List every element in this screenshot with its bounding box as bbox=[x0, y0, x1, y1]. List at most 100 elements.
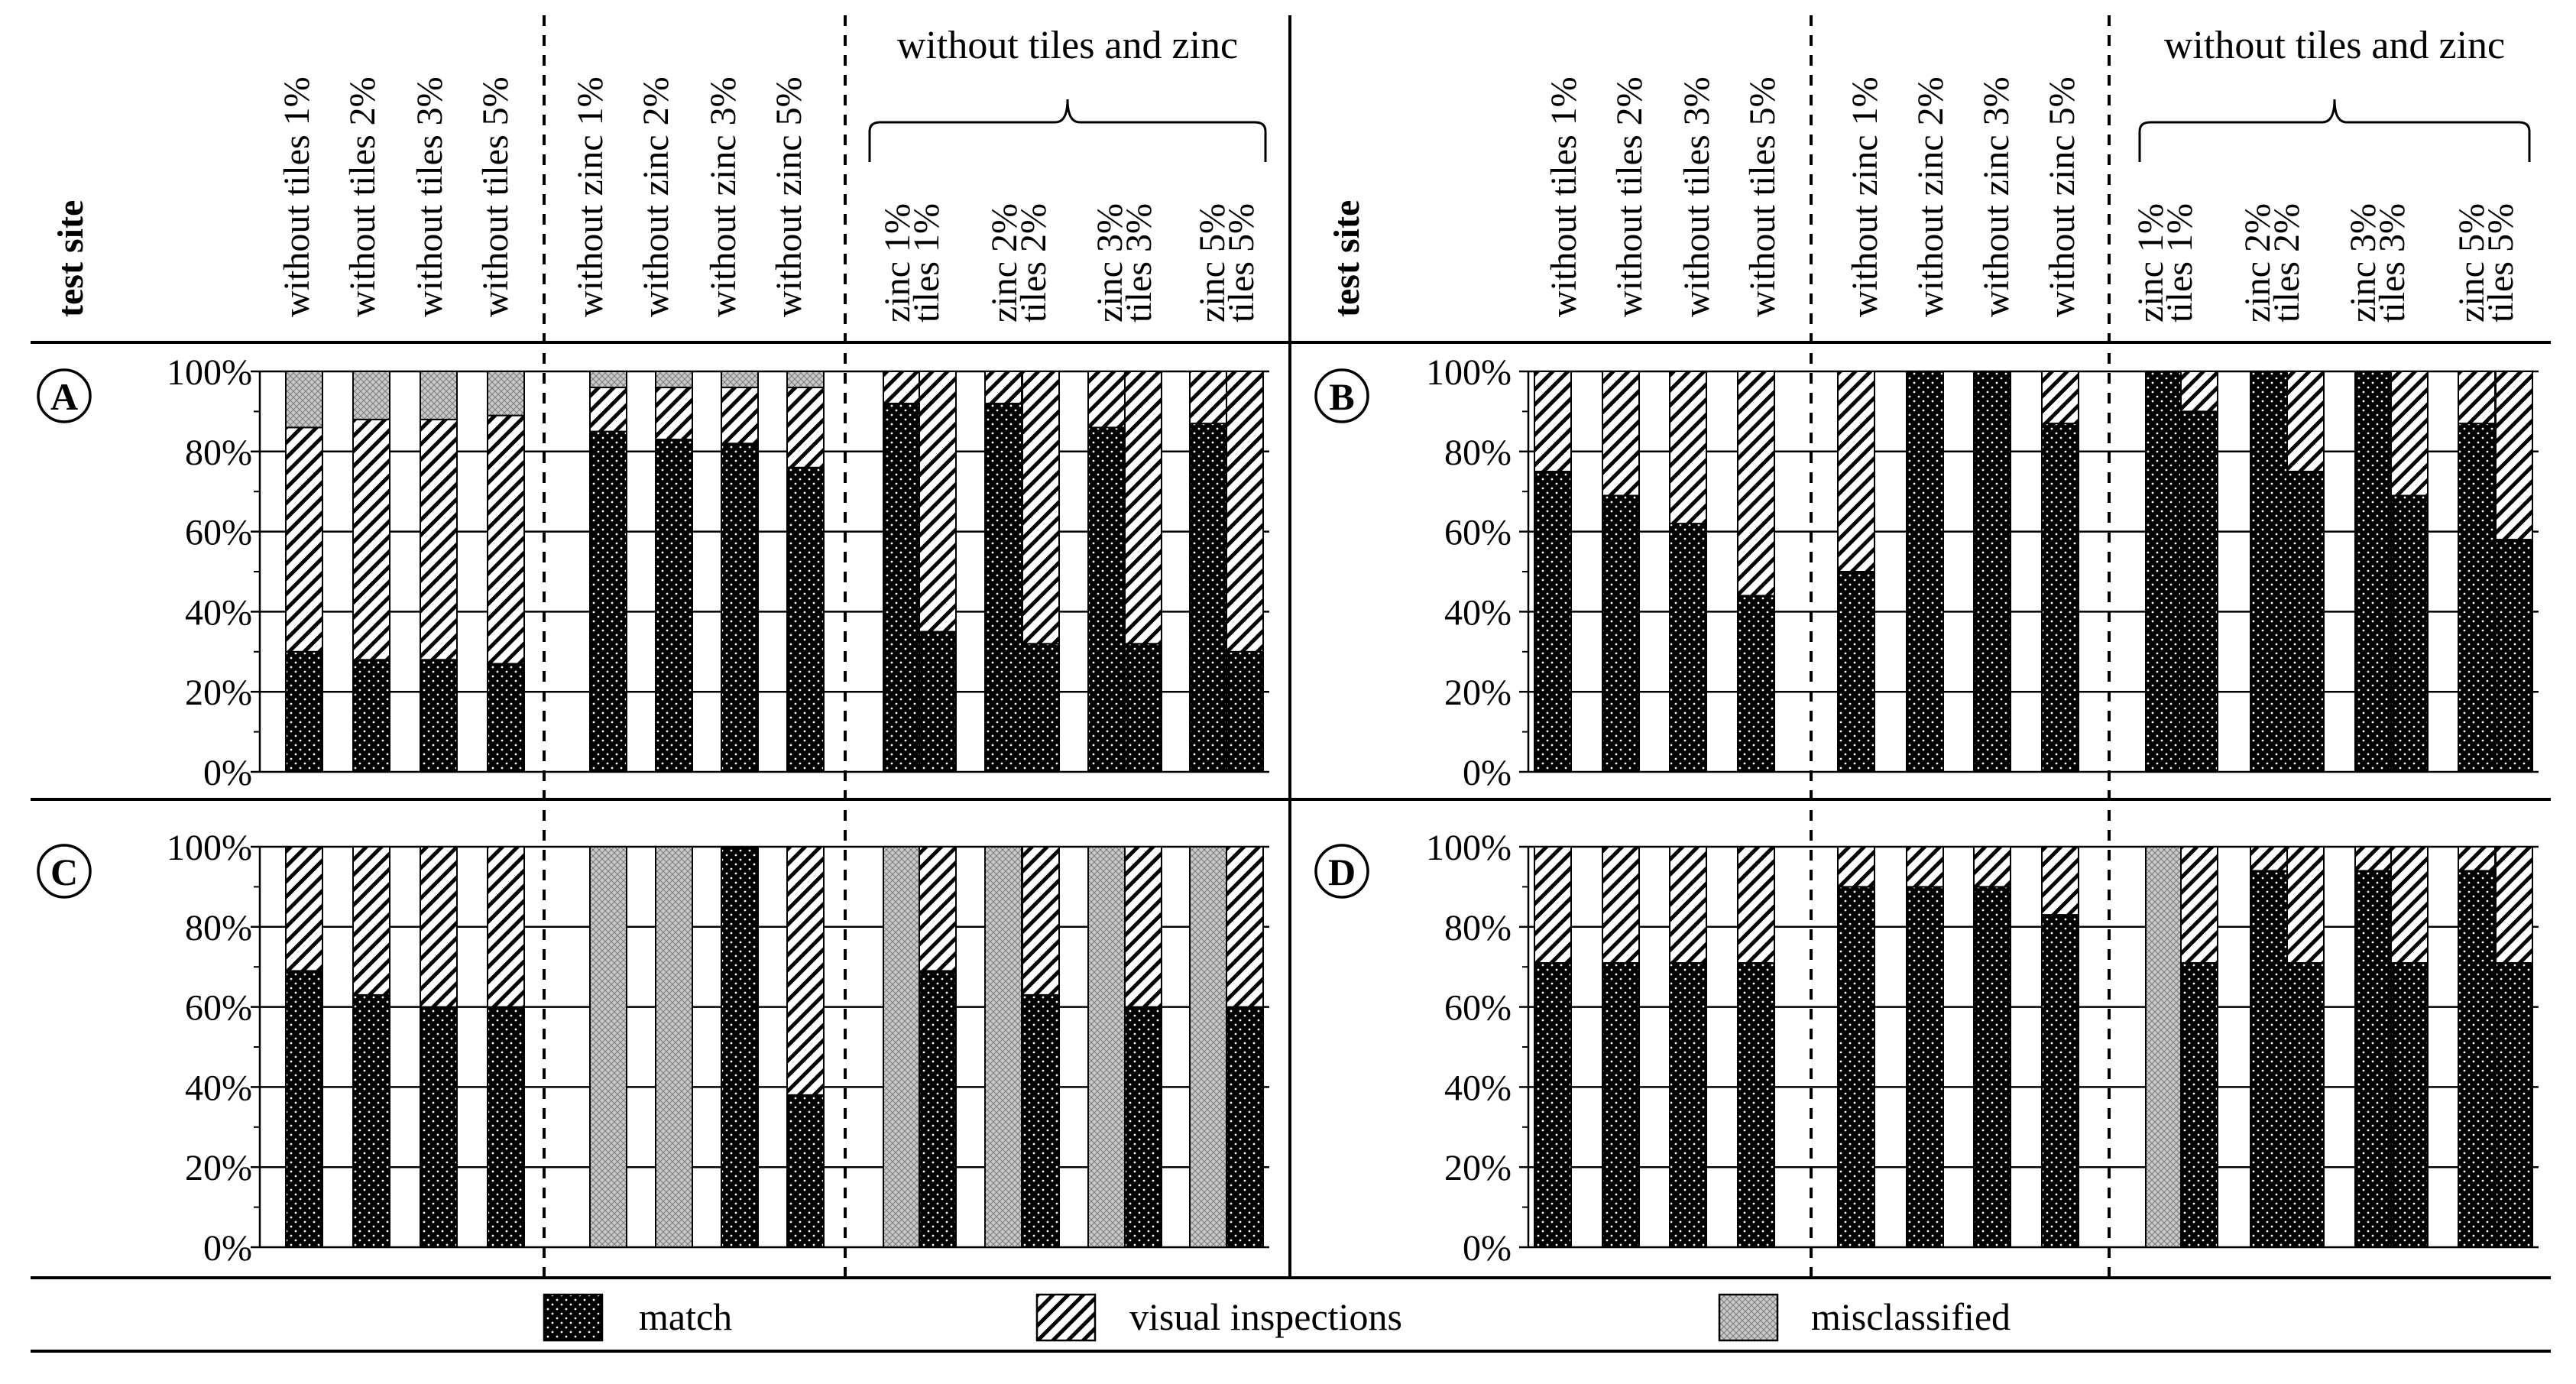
bar-segment-match bbox=[2041, 914, 2079, 1248]
y-tick-label: 80% bbox=[185, 908, 252, 948]
bar-segment-visual-inspections bbox=[285, 846, 323, 972]
y-tick-label: 100% bbox=[167, 828, 252, 868]
bar-segment-visual-inspections bbox=[420, 846, 458, 1008]
bar-segment-match bbox=[2458, 423, 2496, 773]
panel-letter: B bbox=[1329, 375, 1354, 418]
bar-segment-match bbox=[2041, 423, 2079, 773]
bar-segment-visual-inspections bbox=[1226, 371, 1264, 653]
column-header: test site without tiles 1% without tiles 2… bbox=[50, 24, 2531, 323]
bar-segment-match bbox=[1602, 961, 1640, 1248]
bar-segment-visual-inspections bbox=[1973, 846, 2011, 888]
bar-segment-misclassified bbox=[589, 371, 627, 388]
column-label: zinc 5% bbox=[1192, 203, 1233, 323]
bar-segment-visual-inspections bbox=[2458, 846, 2496, 872]
bar-segment-match bbox=[1737, 961, 1775, 1248]
bar-segment-match bbox=[883, 402, 921, 773]
bar-segment-match bbox=[2458, 870, 2496, 1248]
panel-B: 0% 20% 40% 60% 80% 100% B bbox=[1314, 352, 2539, 793]
column-label: without tiles 2% bbox=[342, 76, 383, 317]
bar-segment-visual-inspections bbox=[883, 371, 921, 404]
bar-segment-match bbox=[786, 466, 825, 773]
bar-segment-visual-inspections bbox=[984, 371, 1022, 404]
bar-segment-match bbox=[1534, 961, 1572, 1248]
bar-segment-visual-inspections bbox=[1022, 371, 1060, 645]
bar-segment-misclassified bbox=[883, 846, 921, 1248]
panel-A: 0% 20% 40% 60% 80% 100% A bbox=[37, 352, 1269, 793]
bar-segment-visual-inspections bbox=[2180, 846, 2218, 964]
column-label: without tiles 5% bbox=[1742, 76, 1783, 317]
column-label: without zinc 5% bbox=[2042, 76, 2082, 317]
bar-segment-misclassified bbox=[1087, 846, 1126, 1248]
y-tick-label: 40% bbox=[1444, 1068, 1512, 1108]
bar-segment-match bbox=[1669, 523, 1707, 773]
bar-segment-misclassified bbox=[655, 371, 693, 388]
column-label: without zinc 2% bbox=[1910, 76, 1951, 317]
bar-segment-visual-inspections bbox=[352, 846, 390, 996]
legend-swatch-match bbox=[543, 1293, 604, 1342]
y-tick-label: 0% bbox=[203, 753, 252, 793]
legend-swatch-visual bbox=[1035, 1293, 1097, 1342]
column-label: without tiles 3% bbox=[410, 76, 450, 317]
y-tick-label: 0% bbox=[1463, 753, 1512, 793]
bar-segment-match bbox=[352, 659, 390, 773]
bar-segment-match bbox=[487, 663, 525, 773]
y-tick-label: 20% bbox=[1444, 673, 1512, 713]
y-tick-label: 20% bbox=[1444, 1148, 1512, 1188]
panel-D: 0% 20% 40% 60% 80% 100% D bbox=[1314, 828, 2539, 1269]
column-label: tiles 2% bbox=[1013, 203, 1054, 323]
bar-segment-match bbox=[285, 650, 323, 773]
legend-label: match bbox=[639, 1295, 732, 1338]
column-label: zinc 2% bbox=[984, 203, 1025, 323]
bar-segment-match bbox=[2354, 371, 2393, 773]
column-label: zinc 1% bbox=[2130, 203, 2171, 323]
column-label: without zinc 3% bbox=[703, 76, 744, 317]
column-label: without zinc 1% bbox=[570, 76, 611, 317]
bar-segment-visual-inspections bbox=[1669, 846, 1707, 964]
bar-segment-visual-inspections bbox=[1602, 846, 1640, 964]
bar-segment-match bbox=[2180, 410, 2218, 773]
column-label: tiles 3% bbox=[2372, 203, 2412, 323]
bar-segment-match bbox=[1906, 886, 1944, 1249]
column-label: zinc 3% bbox=[1090, 203, 1130, 323]
bar-segment-misclassified bbox=[352, 371, 390, 420]
bar-segment-visual-inspections bbox=[2390, 846, 2429, 964]
bar-segment-match bbox=[1226, 1006, 1264, 1248]
bar-segment-match bbox=[2390, 494, 2429, 773]
bar-segment-match bbox=[487, 1006, 525, 1248]
bar-segment-match bbox=[2250, 870, 2288, 1248]
bar-segment-visual-inspections bbox=[352, 418, 390, 661]
bar-segment-visual-inspections bbox=[1534, 371, 1572, 472]
column-label: tiles 1% bbox=[906, 203, 947, 323]
column-label: zinc 1% bbox=[877, 203, 918, 323]
bar-segment-visual-inspections bbox=[2041, 846, 2079, 916]
group-brace bbox=[868, 99, 1267, 162]
bar-segment-visual-inspections bbox=[420, 418, 458, 661]
panel-letter: C bbox=[50, 851, 78, 893]
bar-segment-visual-inspections bbox=[721, 386, 759, 445]
panel-letter-circle bbox=[37, 844, 92, 899]
column-label: tiles 3% bbox=[1119, 203, 1159, 323]
bar-segment-visual-inspections bbox=[2250, 846, 2288, 872]
bar-segment-match bbox=[420, 659, 458, 773]
y-tick-label: 100% bbox=[1426, 828, 1512, 868]
bar-segment-match bbox=[1189, 423, 1227, 773]
bar-segment-misclassified bbox=[984, 846, 1022, 1248]
bar-segment-visual-inspections bbox=[1837, 371, 1875, 572]
bar-segment-match bbox=[1837, 886, 1875, 1249]
bar-segment-match bbox=[786, 1094, 825, 1248]
test-site-label: test site bbox=[1327, 200, 1367, 317]
bar-segment-match bbox=[1669, 961, 1707, 1248]
bar-segment-visual-inspections bbox=[1124, 371, 1162, 645]
y-tick-label: 40% bbox=[185, 1068, 252, 1108]
bar-segment-visual-inspections bbox=[1534, 846, 1572, 964]
panel-letter-circle bbox=[1314, 844, 1369, 899]
bar-segment-match bbox=[589, 430, 627, 773]
bar-segment-visual-inspections bbox=[1906, 846, 1944, 888]
panel-C: 0% 20% 40% 60% 80% 100% C bbox=[37, 828, 1269, 1269]
panel-letter: D bbox=[1328, 851, 1356, 893]
column-label: zinc 3% bbox=[2343, 203, 2383, 323]
y-tick-label: 80% bbox=[1444, 433, 1512, 473]
y-tick-label: 60% bbox=[185, 513, 252, 553]
bar-segment-match bbox=[919, 630, 957, 773]
bar-segment-match bbox=[1837, 571, 1875, 773]
